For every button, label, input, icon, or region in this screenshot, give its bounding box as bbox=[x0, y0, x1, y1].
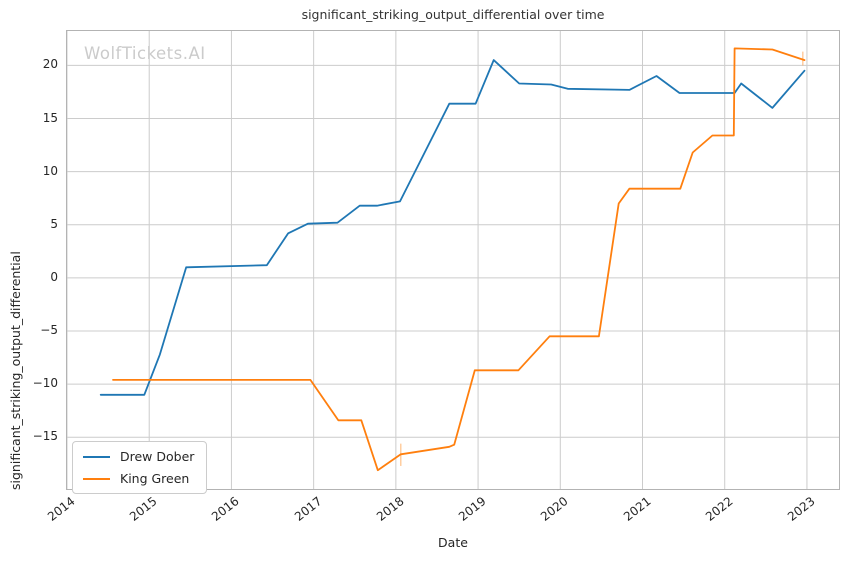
y-tick-label: 15 bbox=[42, 110, 58, 125]
x-axis-title: Date bbox=[438, 535, 468, 550]
legend-line-swatch-blue bbox=[83, 455, 110, 458]
y-tick-label: 0 bbox=[50, 269, 58, 284]
x-tick-label: 2016 bbox=[209, 494, 243, 524]
chart-title: significant_striking_output_differential… bbox=[301, 7, 605, 22]
legend-item-drew-dober: Drew Dober bbox=[83, 449, 194, 464]
legend: Drew Dober King Green bbox=[72, 441, 208, 494]
legend-label: Drew Dober bbox=[120, 449, 195, 464]
x-tick-label: 2022 bbox=[702, 494, 736, 524]
x-tick-label: 2018 bbox=[373, 494, 407, 524]
x-tick-label: 2021 bbox=[620, 494, 654, 524]
y-tick-label: 10 bbox=[42, 163, 58, 178]
legend-item-king-green: King Green bbox=[83, 471, 194, 486]
legend-line-swatch-orange bbox=[83, 477, 110, 480]
x-tick-label: 2017 bbox=[291, 494, 325, 524]
plot-canvas bbox=[67, 31, 839, 489]
series-line-king-green bbox=[112, 47, 806, 472]
x-tick-label: 2023 bbox=[784, 494, 818, 524]
watermark: WolfTickets.AI bbox=[84, 44, 206, 63]
series-line-drew-dober bbox=[99, 59, 806, 396]
y-tick-label: 20 bbox=[42, 57, 58, 72]
y-tick-label: −10 bbox=[32, 376, 58, 391]
x-tick-label: 2014 bbox=[44, 494, 78, 524]
x-tick-label: 2020 bbox=[538, 494, 571, 524]
x-tick-label: 2015 bbox=[127, 494, 160, 524]
y-tick-label: −5 bbox=[40, 323, 58, 338]
y-tick-label: 5 bbox=[50, 216, 58, 231]
y-tick-label: −15 bbox=[32, 429, 58, 444]
legend-label: King Green bbox=[120, 471, 190, 486]
x-tick-label: 2019 bbox=[455, 494, 489, 524]
y-axis-title: significant_striking_output_differential bbox=[8, 251, 23, 490]
plot-area bbox=[66, 30, 840, 490]
